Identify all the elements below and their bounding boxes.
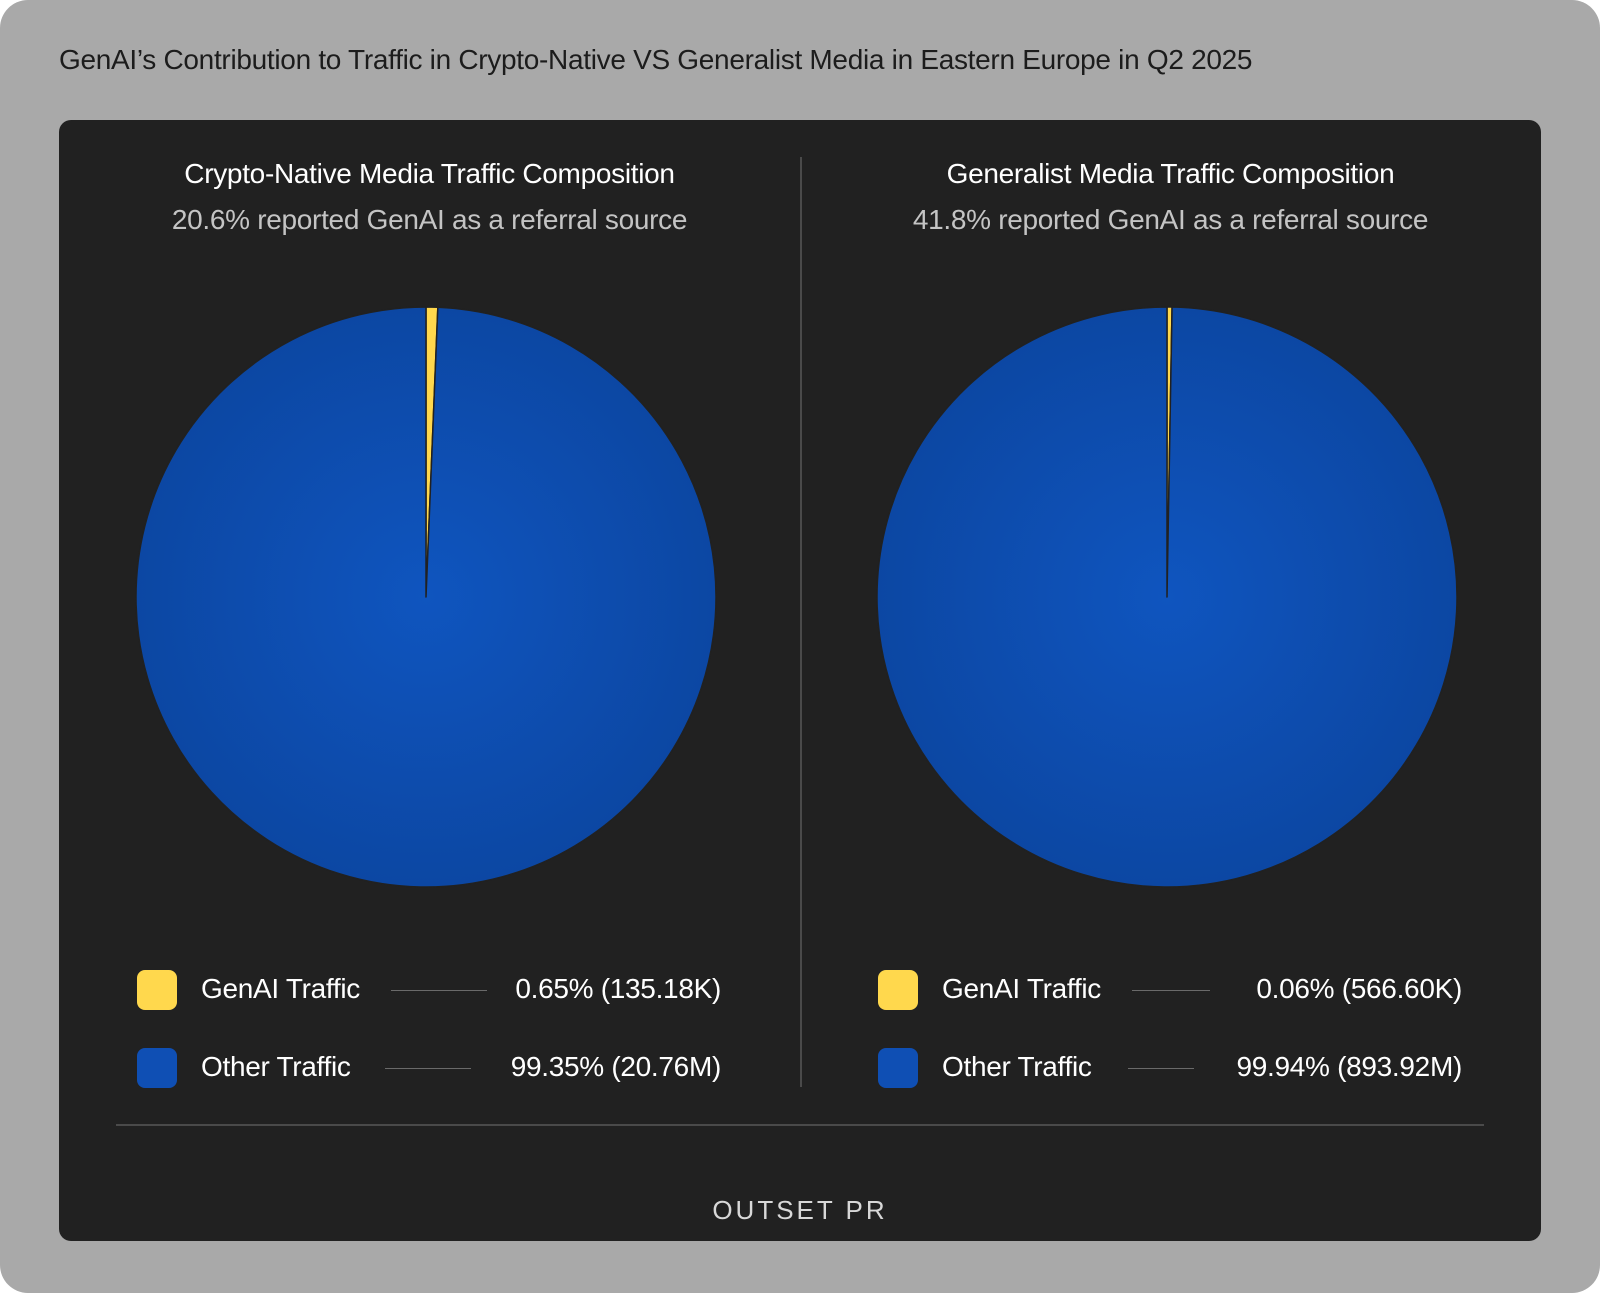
- legend-swatch-genai: [878, 970, 918, 1010]
- legend-item-genai: GenAI Traffic 0.06% (566.60K): [878, 970, 1462, 1010]
- figure-title: GenAI’s Contribution to Traffic in Crypt…: [59, 44, 1253, 75]
- legend-value: 99.35% (20.76M): [510, 1051, 722, 1082]
- legend-leader-line: [385, 1068, 471, 1069]
- legend-value: 99.94% (893.92M): [1236, 1051, 1462, 1082]
- crypto-native-chart: Crypto-Native Media Traffic Composition …: [59, 120, 800, 1120]
- chart-subtitle: 20.6% reported GenAI as a referral sourc…: [171, 204, 688, 235]
- legend-leader-line: [1128, 1068, 1194, 1069]
- legend-value: 0.65% (135.18K): [515, 973, 721, 1004]
- chart-panel: Crypto-Native Media Traffic Composition …: [59, 120, 1541, 1241]
- legend-value: 0.06% (566.60K): [1256, 973, 1462, 1004]
- pie-chart: [135, 306, 717, 888]
- legend-label: Other Traffic: [201, 1051, 351, 1082]
- legend-item-other: Other Traffic 99.94% (893.92M): [878, 1048, 1462, 1088]
- generalist-chart: Generalist Media Traffic Composition 41.…: [800, 120, 1541, 1120]
- legend-label: GenAI Traffic: [201, 973, 360, 1004]
- legend-label: Other Traffic: [942, 1051, 1092, 1082]
- legend-item-genai: GenAI Traffic 0.65% (135.18K): [137, 970, 721, 1010]
- legend-leader-line: [391, 990, 487, 991]
- chart-title: Generalist Media Traffic Composition: [946, 158, 1395, 189]
- legend-swatch-other: [878, 1048, 918, 1088]
- legend-item-other: Other Traffic 99.35% (20.76M): [137, 1048, 721, 1088]
- pie-slice-other: [135, 306, 717, 888]
- legend-leader-line: [1132, 990, 1210, 991]
- vertical-divider: [800, 157, 802, 1087]
- legend-swatch-genai: [137, 970, 177, 1010]
- horizontal-divider: [116, 1124, 1484, 1126]
- pie-chart: [876, 306, 1458, 888]
- brand-logo: OUTSET PR: [712, 1195, 888, 1225]
- chart-subtitle: 41.8% reported GenAI as a referral sourc…: [912, 204, 1429, 235]
- legend-label: GenAI Traffic: [942, 973, 1101, 1004]
- legend-swatch-other: [137, 1048, 177, 1088]
- chart-title: Crypto-Native Media Traffic Composition: [184, 158, 675, 189]
- pie-slice-other: [876, 306, 1458, 888]
